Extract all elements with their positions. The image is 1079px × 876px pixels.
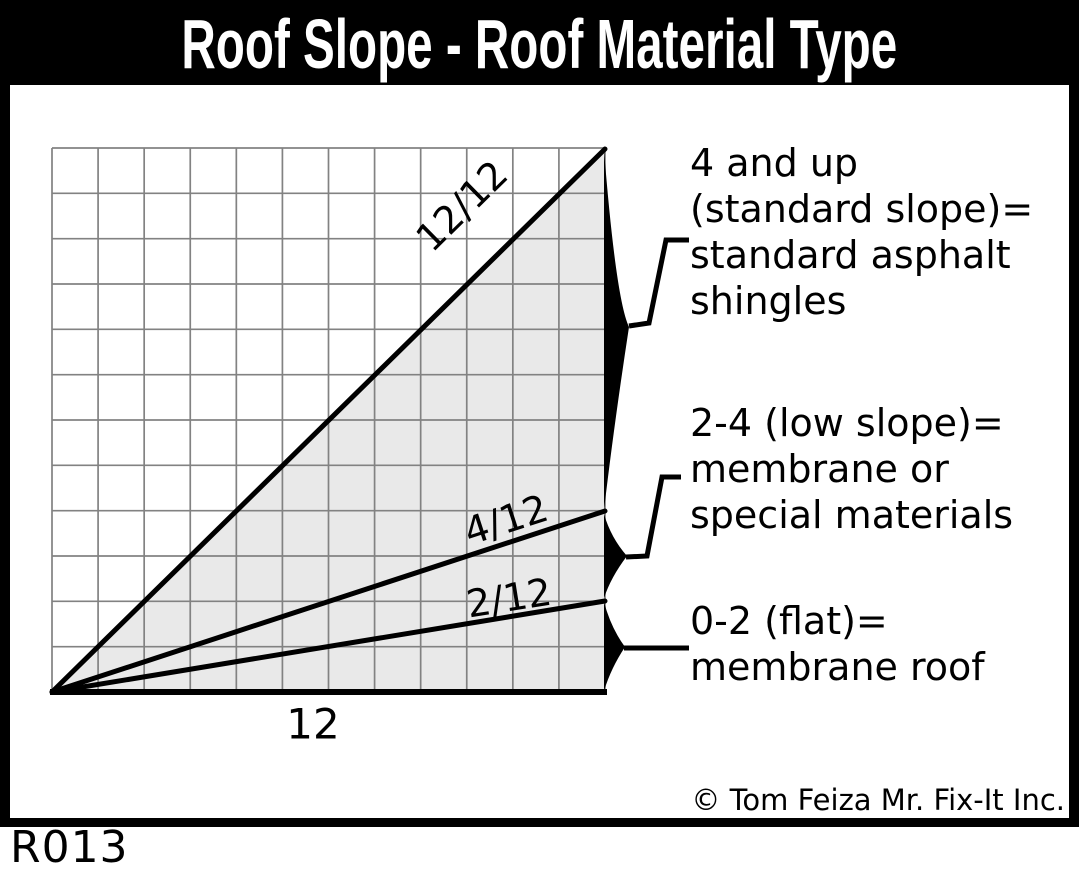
slope-line-4-12	[49, 508, 608, 695]
leader-low-slope	[625, 474, 681, 560]
run-axis-label: 12	[286, 699, 340, 749]
wedge-low-slope	[604, 514, 627, 598]
callout-line: 4 and up	[690, 141, 859, 185]
leader-standard-slope	[628, 237, 689, 329]
wedge-flat-slope	[604, 602, 625, 691]
wedge-standard-slope	[604, 150, 629, 510]
grid	[51, 147, 606, 693]
callout-line: shingles	[690, 279, 847, 323]
title-bar: Roof Slope - Roof Material Type	[0, 0, 1079, 88]
callout-flat: 0-2 (flat)= membrane roof	[690, 598, 985, 690]
slope-line-12-12	[49, 146, 608, 695]
figure-title: Roof Slope - Roof Material Type	[181, 5, 898, 83]
callout-line: 2-4 (low slope)=	[690, 401, 1004, 445]
callout-low-slope: 2-4 (low slope)= membrane or special mat…	[690, 400, 1013, 538]
callout-line: 0-2 (flat)=	[690, 599, 888, 643]
figure-id: R013	[10, 822, 129, 873]
callout-line: membrane or	[690, 447, 949, 491]
copyright-text: © Tom Feiza Mr. Fix-It Inc.	[691, 783, 1065, 817]
callout-line: membrane roof	[690, 645, 985, 689]
slope-line-2-12	[49, 598, 608, 695]
callout-standard-slope: 4 and up (standard slope)= standard asph…	[690, 140, 1033, 324]
callout-line: standard asphalt	[690, 233, 1011, 277]
callout-line: (standard slope)=	[690, 187, 1034, 231]
callout-line: special materials	[690, 493, 1014, 537]
